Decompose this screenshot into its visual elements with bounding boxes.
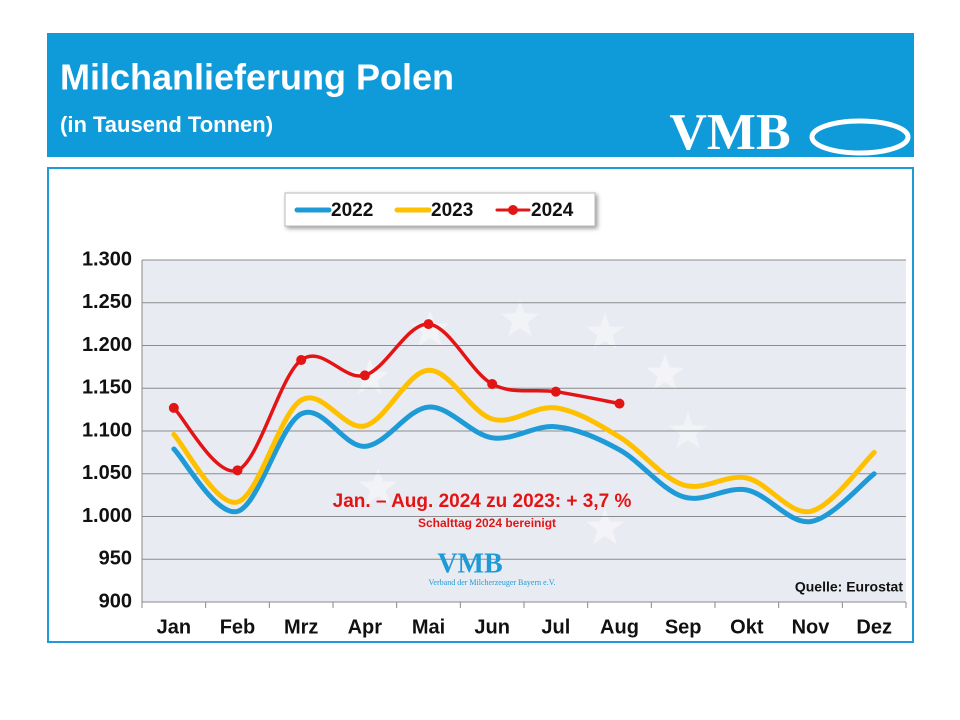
marker [168,402,179,413]
subtitle: (in Tausend Tonnen) [60,112,273,137]
y-tick-label: 1.300 [82,248,132,270]
y-tick-label: 1.000 [82,505,132,527]
legend-label: 2024 [531,200,574,221]
annotation: Jan. – Aug. 2024 zu 2023: + 3,7 % [333,491,632,512]
x-tick-label: Jul [541,616,570,638]
y-tick-label: 950 [99,548,132,570]
y-tick-label: 1.100 [82,419,132,441]
source: Quelle: Eurostat [795,579,903,595]
star [359,468,397,505]
star [351,358,389,395]
marker [423,319,434,330]
marker [614,398,625,409]
legend-items: 2022 2023 2024 [294,200,574,221]
y-tick-label: 1.250 [82,291,132,313]
y-tick-label: 1.050 [82,462,132,484]
watermark-text: Verband der Milcherzeuger Bayern e.V. [429,578,556,587]
x-tick-label: Mai [412,616,445,638]
legend [284,192,596,227]
x-tick-label: Sep [665,616,702,638]
x-tick-label: Nov [792,616,831,638]
y-tick-label: 900 [99,590,132,612]
star [586,508,624,545]
x-tick-label: Apr [348,616,383,638]
x-tick-label: Aug [600,616,639,638]
marker [232,465,243,476]
x-tick-label: Okt [730,616,764,638]
header-bar [47,33,914,157]
x-tick-label: Mrz [284,616,318,638]
star [586,313,624,350]
x-tick-label: Jun [474,616,510,638]
series-line [171,404,877,525]
star [669,412,707,449]
star [646,354,684,391]
marker [359,370,370,381]
watermark-logo: VMB [437,548,502,579]
marker [296,355,307,366]
star [501,300,539,337]
marker [550,386,561,397]
legend-marker [508,205,518,215]
legend-label: 2022 [331,200,373,221]
legend-label: 2023 [431,200,473,221]
title: Milchanlieferung Polen [60,57,454,98]
y-tick-label: 1.150 [82,377,132,399]
marker [487,378,498,389]
y-tick-label: 1.200 [82,334,132,356]
x-tick-label: Dez [856,616,892,638]
logo: VMB [669,104,790,161]
plot: 900 950 1.000 1.050 1.100 1.150 1.200 1.250 1.30… [82,248,907,638]
annotation-note: Schalttag 2024 bereinigt [418,516,556,530]
logo-swoosh [809,118,911,156]
x-tick-label: Jan [157,616,191,638]
series-line [171,367,877,515]
x-tick-label: Feb [220,616,256,638]
